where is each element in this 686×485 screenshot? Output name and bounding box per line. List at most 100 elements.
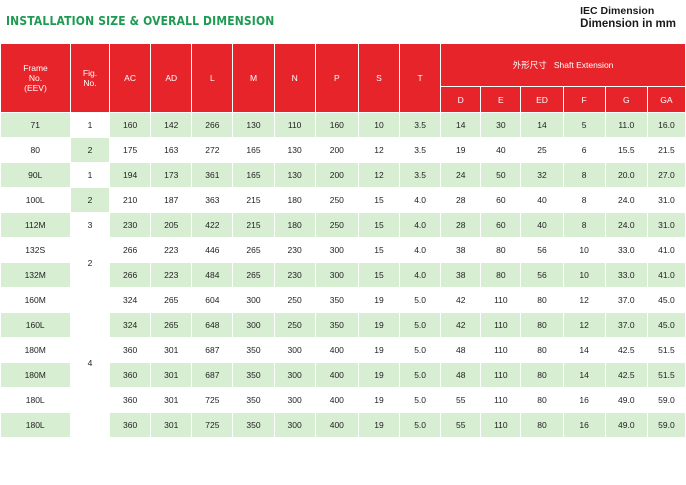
- cell-p: 400: [315, 387, 359, 413]
- frame-cell: 180L: [0, 387, 71, 413]
- cell-t: 3.5: [399, 112, 442, 138]
- cell-ad: 205: [150, 212, 193, 238]
- cell-s: 19: [358, 337, 401, 363]
- cell-m: 300: [232, 287, 275, 313]
- cell-s: 10: [358, 112, 401, 138]
- cell-g: 37.0: [605, 312, 648, 338]
- cell-g: 15.5: [605, 137, 648, 163]
- cell-n: 180: [274, 187, 316, 213]
- frame-cell: 160M: [0, 287, 71, 313]
- cell-ad: 301: [150, 337, 193, 363]
- cell-g: 49.0: [605, 387, 648, 413]
- frame-cell: 132S: [0, 237, 71, 263]
- cell-e: 110: [480, 412, 522, 438]
- shaft-col-header: ED: [520, 86, 564, 113]
- table-row: 132M 266 223 484 265 230 300 15 4.0 38 80 56 10 33.0 4…: [0, 262, 686, 288]
- cell-s: 19: [358, 412, 401, 438]
- shaft-col-header: D: [440, 86, 482, 113]
- frame-cell: 112M: [0, 212, 71, 238]
- cell-p: 250: [315, 212, 359, 238]
- cell-g: 49.0: [605, 412, 648, 438]
- cell-e: 40: [480, 137, 522, 163]
- cell-t: 4.0: [399, 187, 442, 213]
- cell-ga: 45.0: [647, 287, 686, 313]
- cell-f: 14: [563, 362, 606, 388]
- cell-n: 230: [274, 262, 316, 288]
- fig-header-line2: No.: [83, 78, 97, 88]
- cell-f: 8: [563, 187, 606, 213]
- cell-g: 33.0: [605, 237, 648, 263]
- cell-n: 180: [274, 212, 316, 238]
- cell-e: 110: [480, 387, 522, 413]
- fig-header-line1: Fig.: [82, 68, 98, 78]
- cell-ac: 360: [109, 387, 152, 413]
- cell-m: 130: [232, 112, 275, 138]
- cell-l: 266: [191, 112, 234, 138]
- col-header: AD: [150, 43, 193, 113]
- cell-g: 37.0: [605, 287, 648, 313]
- cell-ac: 324: [109, 287, 152, 313]
- cell-p: 200: [315, 137, 359, 163]
- fig-header: Fig. No.: [69, 43, 111, 113]
- cell-n: 300: [274, 362, 316, 388]
- cell-ad: 223: [150, 237, 193, 263]
- cell-g: 24.0: [605, 187, 648, 213]
- fig-cell: 1: [70, 162, 111, 188]
- cell-ac: 175: [109, 137, 152, 163]
- frame-header-line2: No.: [28, 73, 43, 83]
- cell-ac: 266: [109, 237, 152, 263]
- table-body: 71 1 160 142 266 130 110 160 10 3.5 14 30 14 5 11.0 16.…: [0, 112, 686, 438]
- cell-e: 110: [480, 362, 522, 388]
- cell-ac: 324: [109, 312, 152, 338]
- cell-m: 350: [232, 387, 275, 413]
- fig-cell: 1: [70, 112, 111, 138]
- cell-f: 12: [563, 287, 606, 313]
- cell-s: 19: [358, 362, 401, 388]
- dimension-table: Frame No. (EEV) Fig. No. AC AD L M N P S…: [0, 43, 686, 438]
- cell-p: 300: [315, 262, 359, 288]
- cell-s: 15: [358, 237, 401, 263]
- fig-cell: 4: [70, 287, 111, 438]
- cell-ed: 80: [520, 362, 564, 388]
- table-row: 132S 2 266 223 446 265 230 300 15 4.0 38 80 56 10 33.0…: [0, 237, 686, 288]
- cell-g: 24.0: [605, 212, 648, 238]
- cell-l: 422: [191, 212, 234, 238]
- cell-ad: 301: [150, 362, 193, 388]
- cell-e: 60: [480, 212, 522, 238]
- cell-t: 5.0: [399, 387, 442, 413]
- cell-s: 19: [358, 312, 401, 338]
- cell-l: 648: [191, 312, 234, 338]
- cell-p: 350: [315, 287, 359, 313]
- cell-e: 110: [480, 287, 522, 313]
- col-header: N: [273, 43, 316, 113]
- cell-l: 446: [191, 237, 234, 263]
- cell-m: 350: [232, 362, 275, 388]
- shaft-col-header: G: [604, 86, 648, 113]
- cell-t: 5.0: [399, 412, 442, 438]
- cell-ed: 56: [520, 262, 564, 288]
- cell-ed: 25: [520, 137, 564, 163]
- cell-e: 110: [480, 312, 522, 338]
- cell-d: 38: [440, 237, 482, 263]
- cell-p: 160: [315, 112, 359, 138]
- cell-l: 687: [191, 362, 234, 388]
- cell-m: 300: [232, 312, 275, 338]
- iec-dimension-note: IEC Dimension Dimension in mm: [580, 5, 676, 31]
- cell-e: 30: [480, 112, 522, 138]
- cell-ac: 360: [109, 362, 152, 388]
- cell-n: 300: [274, 387, 316, 413]
- cell-l: 363: [191, 187, 234, 213]
- cell-p: 400: [315, 362, 359, 388]
- cell-n: 250: [274, 312, 316, 338]
- table-row: 180M 360 301 687 350 300 400 19 5.0 48 110 80 14 42.5…: [0, 362, 686, 388]
- page-title: INSTALLATION SIZE & OVERALL DIMENSION: [6, 13, 275, 28]
- cell-p: 200: [315, 162, 359, 188]
- cell-d: 28: [440, 187, 482, 213]
- cell-ga: 31.0: [647, 187, 686, 213]
- cell-ad: 265: [150, 312, 193, 338]
- fig-cell: 3: [70, 212, 111, 238]
- cell-e: 110: [480, 337, 522, 363]
- cell-ad: 187: [150, 187, 193, 213]
- cell-ed: 40: [520, 212, 564, 238]
- cell-ac: 360: [109, 337, 152, 363]
